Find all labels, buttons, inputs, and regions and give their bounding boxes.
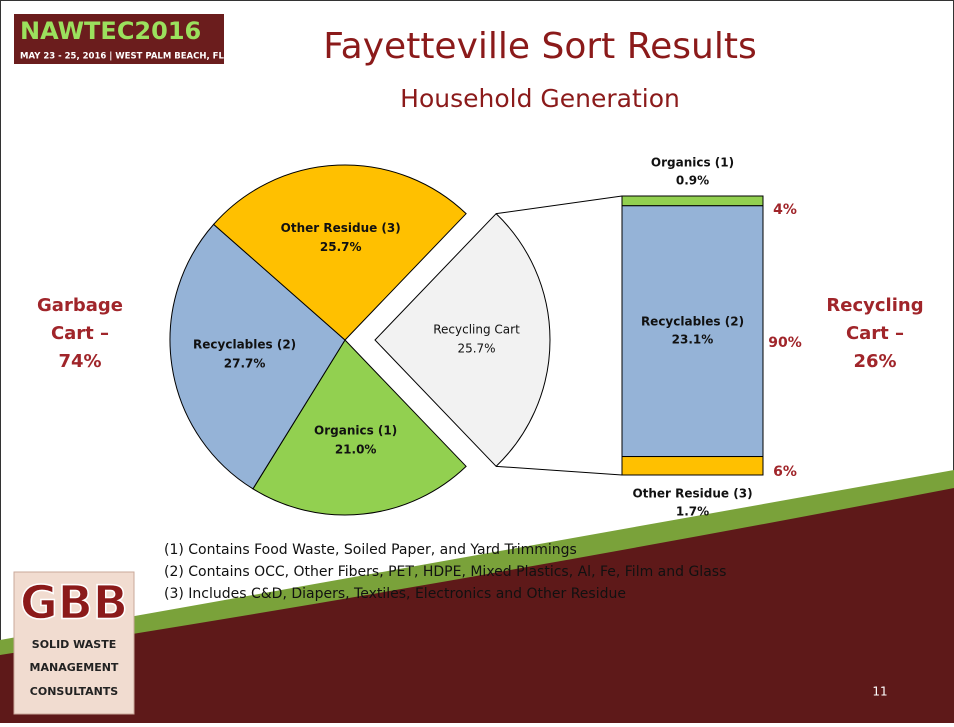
share-label: 4% xyxy=(773,202,797,218)
footnote: (2) Contains OCC, Other Fibers, PET, HDP… xyxy=(164,564,726,580)
slice-label: Organics (1) xyxy=(314,423,397,437)
page-number: 11 xyxy=(872,685,887,699)
event-name: NAWTEC2016 xyxy=(20,17,201,45)
logo-line: MANAGEMENT xyxy=(30,661,119,674)
company-logo xyxy=(13,571,135,715)
slice-label: Recycling Cart xyxy=(433,323,520,337)
bar-segment xyxy=(621,195,764,207)
bar-label: Organics (1) xyxy=(651,156,734,170)
bar-value: 23.1% xyxy=(672,333,714,347)
slice-value: 25.7% xyxy=(457,342,495,356)
bar-label: Other Residue (3) xyxy=(632,487,752,501)
bar-value: 0.9% xyxy=(676,174,709,188)
side-label: 26% xyxy=(853,351,896,372)
logo-line: SOLID WASTE xyxy=(32,638,116,651)
slice-label: Other Residue (3) xyxy=(281,221,401,235)
pie-slice xyxy=(169,223,346,490)
connector xyxy=(496,195,623,215)
side-label: Cart – xyxy=(846,323,904,344)
connector xyxy=(496,465,623,476)
subtitle: Household Generation xyxy=(400,84,680,113)
share-label: 90% xyxy=(768,335,802,351)
side-label: Cart – xyxy=(51,323,109,344)
side-label: Recycling xyxy=(826,295,923,316)
logo-mark: GBB xyxy=(20,576,128,630)
slice-value: 25.7% xyxy=(320,240,362,254)
logo-line: CONSULTANTS xyxy=(30,685,119,698)
bar-label: Recyclables (2) xyxy=(641,315,744,329)
share-label: 6% xyxy=(773,464,797,480)
swoosh-red xyxy=(0,488,954,723)
event-detail: MAY 23 - 25, 2016 | WEST PALM BEACH, FL xyxy=(20,52,224,62)
slice-label: Recyclables (2) xyxy=(193,337,296,351)
bar-value: 1.7% xyxy=(676,505,709,519)
slice-value: 27.7% xyxy=(224,356,266,370)
bar-segment xyxy=(621,456,764,476)
title: Fayetteville Sort Results xyxy=(323,26,756,67)
slice-value: 21.0% xyxy=(335,442,377,456)
bar-segment xyxy=(621,205,764,458)
side-label: 74% xyxy=(58,351,101,372)
footnote: (1) Contains Food Waste, Soiled Paper, a… xyxy=(164,542,577,558)
pie-slice xyxy=(212,164,467,341)
event-logo xyxy=(14,14,224,64)
footnote: (3) Includes C&D, Diapers, Textiles, Ele… xyxy=(164,586,626,602)
pie-slice xyxy=(374,212,551,468)
side-label: Garbage xyxy=(37,295,123,316)
pie-slice xyxy=(252,339,467,516)
